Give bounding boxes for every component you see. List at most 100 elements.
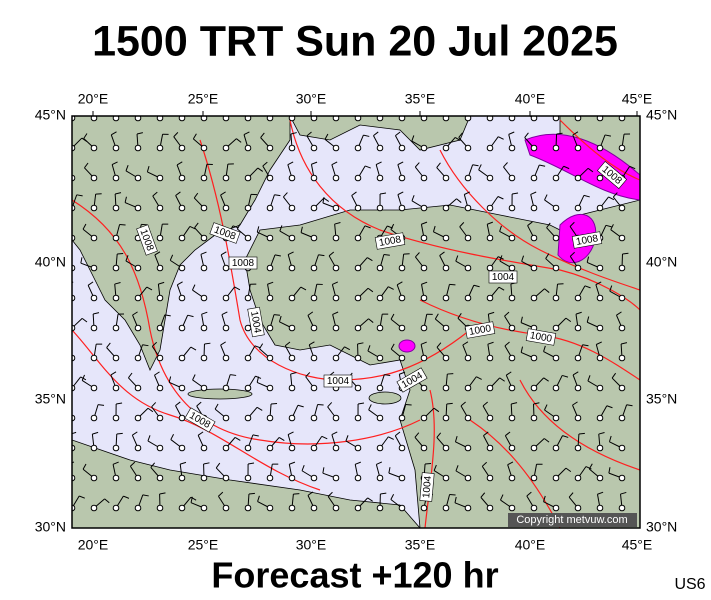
barb-station <box>112 444 120 452</box>
barb-flag <box>588 108 593 112</box>
barb-station <box>178 474 186 482</box>
lon-label: 35°E <box>405 91 436 107</box>
barb-station <box>486 504 494 512</box>
barb-station <box>376 384 384 392</box>
barb-station <box>332 204 340 212</box>
barb-station <box>552 144 560 152</box>
barb-station <box>420 116 428 122</box>
barb-flag <box>136 132 143 135</box>
barb-station <box>310 174 318 182</box>
barb-station <box>332 144 340 152</box>
barb-flag <box>69 102 75 104</box>
barb-station <box>134 414 142 422</box>
isobar-label-text: 1008 <box>232 258 255 269</box>
barb-station <box>618 504 626 512</box>
barb-station <box>442 294 450 302</box>
isobar-label-text: 1008 <box>378 234 402 249</box>
barb-station <box>200 144 208 152</box>
model-code: US6 <box>674 576 705 593</box>
barb-station <box>464 384 472 392</box>
barb-flag <box>597 491 604 495</box>
barb-station <box>574 384 582 392</box>
barb-station <box>310 144 318 152</box>
barb-station <box>618 444 626 452</box>
barb-station <box>354 234 362 242</box>
barb-station <box>420 444 428 452</box>
barb-flag <box>629 165 636 170</box>
barb-flag <box>287 431 294 435</box>
barb-station <box>112 474 120 482</box>
barb-station <box>420 384 428 392</box>
barb-flag <box>204 342 211 345</box>
barb-flag <box>301 464 305 471</box>
barb-station <box>332 354 340 362</box>
barb-flag <box>154 371 160 376</box>
barb-station <box>288 444 296 452</box>
barb-station <box>486 174 494 182</box>
barb-flag <box>611 372 617 379</box>
barb-flag <box>175 191 181 196</box>
barb-station <box>222 116 230 122</box>
barb-flag <box>345 435 349 442</box>
barb-station <box>508 444 516 452</box>
barb-flag <box>197 431 204 436</box>
barb-flag <box>164 314 171 317</box>
barb-station <box>376 144 384 152</box>
barb-flag <box>399 371 406 375</box>
barb-flag <box>344 346 351 351</box>
barb-station <box>376 324 384 332</box>
barb-station <box>288 354 296 362</box>
barb-flag <box>626 404 633 407</box>
barb-station <box>354 294 362 302</box>
isobar-label: 1004 <box>488 270 518 284</box>
barb-station <box>442 234 450 242</box>
barb-flag <box>488 311 495 315</box>
barb-flag <box>80 257 83 264</box>
barb-station <box>332 116 340 122</box>
barb-station <box>200 504 208 512</box>
isobar-label-box <box>464 321 496 339</box>
barb-flag <box>305 372 311 378</box>
barb-station <box>156 354 164 362</box>
lat-label: 40°N <box>35 254 66 270</box>
barb-station <box>464 294 472 302</box>
barb-flag <box>586 316 590 323</box>
barb-station <box>288 174 296 182</box>
barb-station <box>332 474 340 482</box>
barb-station <box>508 474 516 482</box>
barb-station <box>442 116 450 122</box>
wind-barbs <box>69 102 636 512</box>
barb-station <box>244 324 252 332</box>
barb-flag <box>376 461 383 465</box>
barb-flag <box>252 434 259 437</box>
barb-flag <box>256 226 260 233</box>
barb-flag <box>487 221 494 225</box>
barb-station <box>112 354 120 362</box>
barb-station <box>310 354 318 362</box>
barb-station <box>244 444 252 452</box>
barb-station <box>266 264 274 272</box>
barb-station <box>508 384 516 392</box>
barb-station <box>398 444 406 452</box>
barb-station <box>310 324 318 332</box>
barb-station <box>244 354 252 362</box>
barb-flag <box>439 251 445 256</box>
barb-station <box>178 204 186 212</box>
barb-flag <box>395 131 401 137</box>
barb-station <box>398 504 406 512</box>
barb-flag <box>588 463 593 470</box>
barb-flag <box>192 374 196 381</box>
barb-flag <box>487 341 494 345</box>
lon-label: 45°E <box>622 537 653 553</box>
barb-flag <box>397 191 404 196</box>
barb-flag <box>283 192 288 198</box>
barb-flag <box>307 491 314 496</box>
barb-station <box>486 116 494 122</box>
barb-flag <box>497 196 504 200</box>
barb-station <box>376 504 384 512</box>
barb-flag <box>81 318 88 323</box>
barb-flag <box>384 374 391 377</box>
barb-flag <box>458 132 463 138</box>
barb-station <box>310 504 318 512</box>
barb-station <box>398 354 406 362</box>
